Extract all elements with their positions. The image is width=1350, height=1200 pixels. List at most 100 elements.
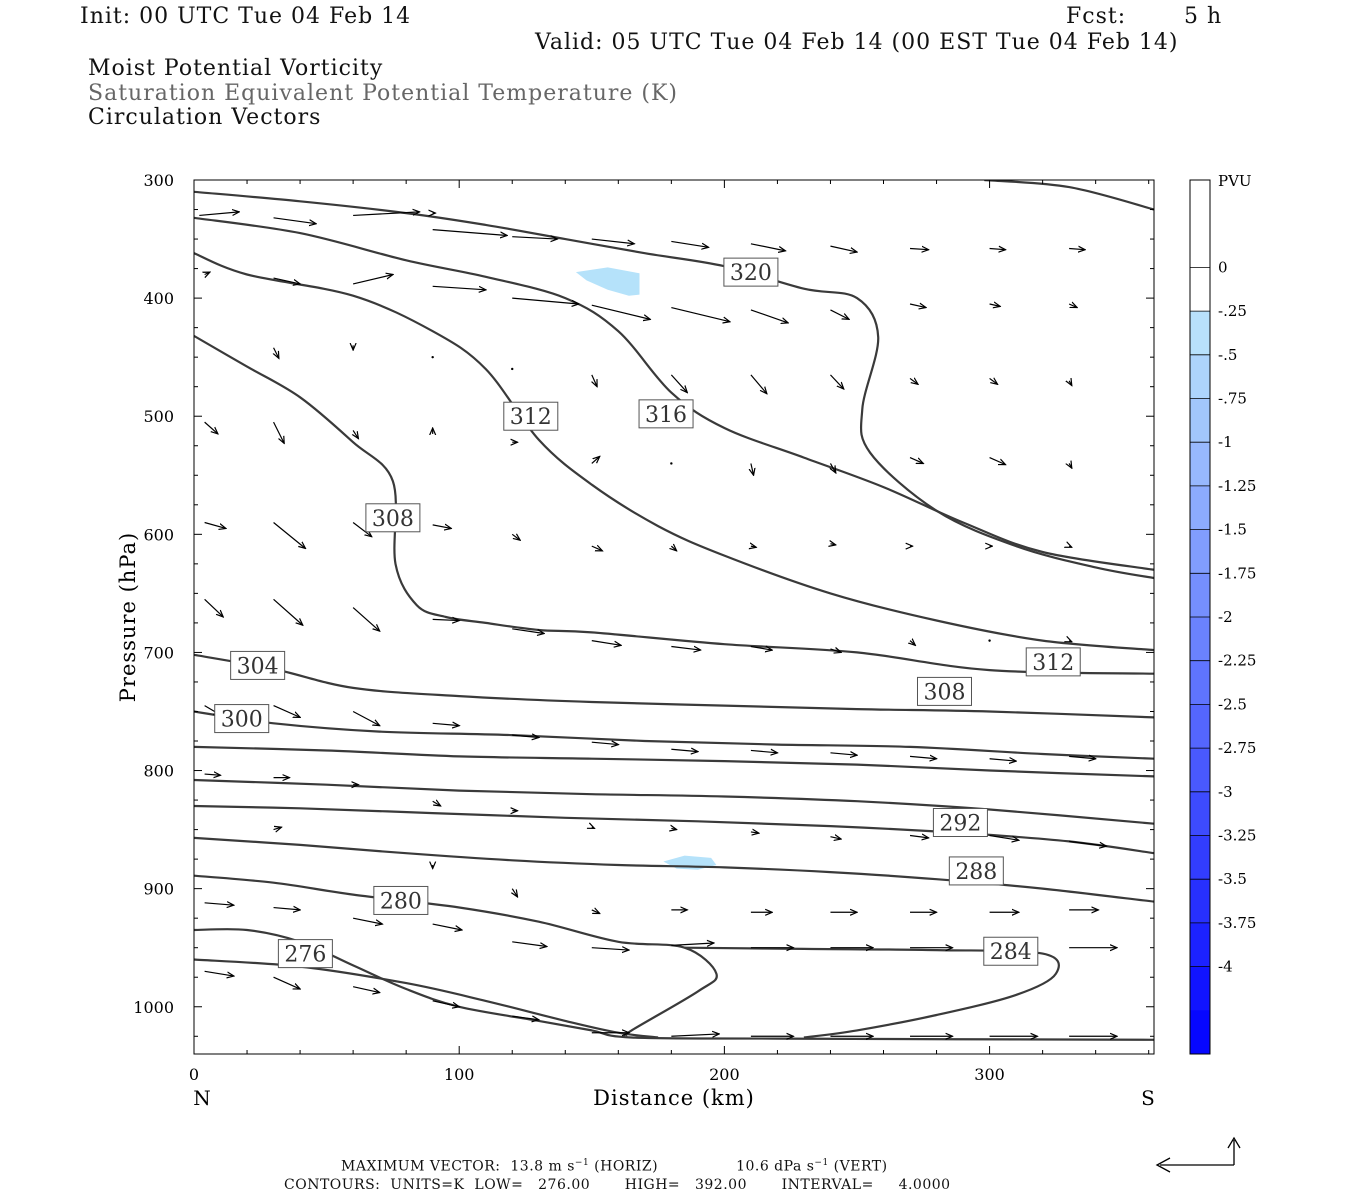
colorbar-swatch xyxy=(1190,1010,1210,1055)
forecast-hour: 5 h xyxy=(1184,4,1223,29)
colorbar-label: -.5 xyxy=(1218,346,1237,364)
reference-vector xyxy=(1155,1136,1241,1173)
circulation-vector xyxy=(591,456,600,464)
circulation-vector xyxy=(909,457,923,464)
colorbar-label: -4 xyxy=(1218,958,1233,976)
circulation-vector xyxy=(204,970,234,976)
circulation-vector xyxy=(671,749,698,751)
svg-text:308: 308 xyxy=(372,507,414,532)
circulation-vector xyxy=(909,249,929,250)
circulation-vector xyxy=(989,249,1006,250)
circulation-vector xyxy=(432,923,462,930)
x-tick-label: 200 xyxy=(709,1065,740,1084)
circulation-vector xyxy=(830,649,841,653)
colorbar-swatch xyxy=(1190,442,1210,487)
y-tick-label: 1000 xyxy=(133,998,174,1017)
x-tick-label: 100 xyxy=(444,1065,475,1084)
colorbar-label: -2.5 xyxy=(1218,695,1247,713)
circulation-vector xyxy=(204,774,221,775)
circulation-vector xyxy=(909,304,926,308)
contour-label: 280 xyxy=(373,885,429,915)
contour-label: 308 xyxy=(916,676,972,706)
circulation-vector xyxy=(750,647,772,651)
colorbar-swatch xyxy=(1190,180,1210,225)
svg-text:320: 320 xyxy=(730,261,772,286)
contour-label: 316 xyxy=(638,399,694,429)
circulation-vector xyxy=(1069,756,1096,758)
circulation-vector xyxy=(512,735,539,737)
circulation-vector xyxy=(591,948,629,950)
circulation-vector xyxy=(1069,546,1072,547)
circulation-vector xyxy=(671,546,676,551)
svg-text:300: 300 xyxy=(221,708,263,733)
x-axis-label: Distance (km) xyxy=(593,1086,755,1110)
circulation-vector xyxy=(671,828,676,829)
circulation-vector xyxy=(1069,840,1106,846)
svg-text:276: 276 xyxy=(284,943,326,968)
contour-label: 308 xyxy=(365,503,421,533)
theta-e-contour xyxy=(194,710,1154,760)
colorbar-swatch xyxy=(1190,398,1210,443)
contour-label: 312 xyxy=(1025,647,1081,677)
svg-text:284: 284 xyxy=(990,940,1032,965)
colorbar-swatch xyxy=(1190,267,1210,312)
colorbar-swatch xyxy=(1190,966,1210,1011)
circulation-vector xyxy=(273,277,301,284)
circulation-vector xyxy=(751,463,754,475)
colorbar-swatch xyxy=(1190,748,1210,793)
circulation-vector xyxy=(273,421,285,443)
svg-text:304: 304 xyxy=(237,654,279,679)
circulation-vector xyxy=(830,544,835,545)
circulation-vector xyxy=(750,309,788,323)
circulation-vector xyxy=(273,908,301,910)
circulation-vector xyxy=(671,943,714,945)
circulation-vector xyxy=(432,723,460,725)
contour-label: 304 xyxy=(230,650,286,680)
circulation-vector xyxy=(671,306,730,322)
circulation-vector xyxy=(431,355,434,359)
circulation-vector xyxy=(989,457,1006,465)
colorbar-swatch xyxy=(1190,704,1210,749)
circulation-vector xyxy=(830,374,843,389)
circulation-vector xyxy=(352,522,372,537)
circulation-vector xyxy=(199,212,239,217)
theta-e-contour xyxy=(194,653,1154,719)
colorbar-swatch xyxy=(1190,354,1210,399)
circulation-vector xyxy=(1069,381,1072,386)
y-axis-label: Pressure (hPa) xyxy=(116,532,140,702)
circulation-vector xyxy=(909,756,937,758)
theta-e-contour xyxy=(194,874,718,1038)
circulation-vector xyxy=(511,534,520,540)
circulation-vector xyxy=(353,212,420,217)
circulation-vector xyxy=(591,546,603,551)
circulation-vector xyxy=(273,705,301,718)
colorbar-swatch xyxy=(1190,485,1210,531)
circulation-vector xyxy=(205,272,210,274)
colorbar-swatch xyxy=(1190,311,1210,356)
svg-text:312: 312 xyxy=(1032,651,1074,676)
colorbar-label: -3 xyxy=(1218,783,1233,801)
circulation-vector xyxy=(910,641,915,646)
circulation-vector xyxy=(591,238,635,244)
x-tick-label: 300 xyxy=(974,1065,1005,1084)
plot-frame xyxy=(193,179,1155,1055)
circulation-vector xyxy=(989,759,1017,761)
colorbar-label: -2 xyxy=(1218,608,1233,626)
svg-text:280: 280 xyxy=(380,889,422,914)
footer-contours: CONTOURS: UNITS=K LOW= 276.00 HIGH= 392.… xyxy=(284,1177,951,1193)
circulation-vector xyxy=(591,640,621,646)
circulation-vector xyxy=(751,546,756,547)
theta-e-contour xyxy=(194,958,659,1039)
circulation-vector xyxy=(989,304,1001,306)
colorbar-swatch xyxy=(1190,529,1210,574)
contour-label: 276 xyxy=(277,939,333,969)
circulation-vector xyxy=(988,639,991,642)
colorbar-label: -1.5 xyxy=(1218,521,1247,539)
mpv-shaded-region xyxy=(575,267,640,296)
theta-e-contour xyxy=(194,252,1154,652)
colorbar-label: -1.25 xyxy=(1218,477,1256,495)
circulation-vector xyxy=(830,309,849,319)
circulation-vector xyxy=(750,374,767,394)
circulation-vector xyxy=(352,917,382,924)
